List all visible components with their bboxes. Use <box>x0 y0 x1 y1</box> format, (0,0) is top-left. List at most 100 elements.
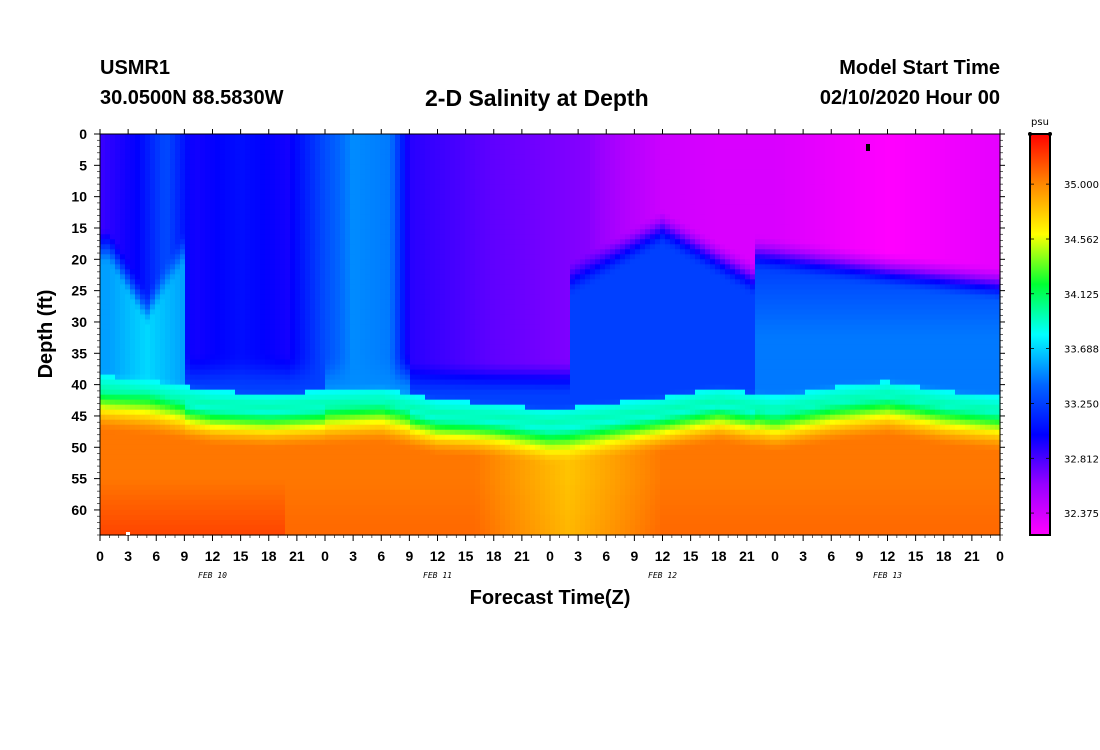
heatmap-cell <box>135 264 141 270</box>
heatmap-cell <box>390 469 396 476</box>
heatmap-cell <box>210 459 216 466</box>
heatmap-cell <box>265 369 271 376</box>
heatmap-cell <box>345 449 351 456</box>
heatmap-cell <box>115 369 121 376</box>
heatmap-cell <box>245 209 251 215</box>
heatmap-cell <box>110 179 116 185</box>
heatmap-cell <box>280 159 286 165</box>
heatmap-cell <box>130 154 136 160</box>
heatmap-cell <box>195 204 201 210</box>
heatmap-cell <box>390 464 396 471</box>
heatmap-cell <box>360 289 366 295</box>
heatmap-cell <box>230 389 236 396</box>
heatmap-cell <box>130 289 136 295</box>
heatmap-cell <box>110 474 116 481</box>
heatmap-cell <box>200 434 206 441</box>
heatmap-cell <box>265 424 271 431</box>
heatmap-cell <box>260 359 266 366</box>
heatmap-cell <box>205 514 211 521</box>
heatmap-cell <box>245 169 251 175</box>
heatmap-cell <box>225 459 231 466</box>
heatmap-cell <box>305 139 311 145</box>
heatmap-cell <box>155 514 161 521</box>
heatmap-cell <box>250 209 256 215</box>
heatmap-cell <box>330 399 336 406</box>
heatmap-cell <box>270 199 276 205</box>
heatmap-cell <box>370 234 376 240</box>
heatmap-cell <box>115 219 121 225</box>
heatmap-cell <box>285 504 291 511</box>
heatmap-cell <box>255 319 261 326</box>
heatmap-cell <box>210 269 216 275</box>
heatmap-cell <box>145 219 151 225</box>
heatmap-cell <box>255 519 261 526</box>
heatmap-cell <box>285 249 291 255</box>
heatmap-cell <box>145 509 151 516</box>
heatmap-cell <box>300 464 306 471</box>
heatmap-cell <box>345 154 351 160</box>
heatmap-cell <box>385 144 391 150</box>
heatmap-cell <box>185 184 191 190</box>
heatmap-cell <box>290 219 296 225</box>
heatmap-cell <box>315 154 321 160</box>
heatmap-cell <box>380 309 386 316</box>
heatmap-cell <box>220 449 226 456</box>
heatmap-cell <box>345 399 351 406</box>
heatmap-cell <box>145 379 151 386</box>
heatmap-cell <box>390 429 396 436</box>
heatmap-cell <box>280 374 286 381</box>
heatmap-cell <box>320 464 326 471</box>
heatmap-cell <box>315 489 321 496</box>
heatmap-cell <box>205 194 211 200</box>
heatmap-cell <box>125 524 131 531</box>
heatmap-cell <box>290 499 296 506</box>
heatmap-cell <box>325 324 331 331</box>
heatmap-cell <box>250 319 256 326</box>
heatmap-cell <box>320 474 326 481</box>
heatmap-cell <box>235 504 241 511</box>
heatmap-cell <box>270 364 276 371</box>
heatmap-cell <box>195 414 201 421</box>
heatmap-cell <box>160 309 166 316</box>
heatmap-cell <box>365 214 371 220</box>
heatmap-cell <box>290 234 296 240</box>
heatmap-cell <box>210 484 216 491</box>
heatmap-cell <box>150 184 156 190</box>
heatmap-cell <box>365 224 371 230</box>
heatmap-cell <box>285 459 291 466</box>
heatmap-cell <box>355 304 361 311</box>
heatmap-cell <box>100 144 106 150</box>
heatmap-cell <box>390 144 396 150</box>
heatmap-cell <box>285 519 291 526</box>
heatmap-cell <box>315 174 321 180</box>
heatmap-cell <box>340 274 346 280</box>
heatmap-cell <box>165 504 171 511</box>
heatmap-cell <box>355 224 361 230</box>
heatmap-cell <box>220 174 226 180</box>
heatmap-cell <box>150 484 156 491</box>
heatmap-cell <box>355 134 361 140</box>
heatmap-cell <box>375 259 381 265</box>
heatmap-cell <box>335 364 341 371</box>
heatmap-cell <box>180 344 186 351</box>
heatmap-cell <box>105 184 111 190</box>
heatmap-cell <box>225 134 231 140</box>
heatmap-cell <box>300 359 306 366</box>
heatmap-cell <box>405 339 411 346</box>
heatmap-cell <box>135 299 141 306</box>
heatmap-cell <box>120 339 126 346</box>
heatmap-cell <box>110 274 116 280</box>
heatmap-cell <box>235 469 241 476</box>
heatmap-cell <box>240 454 246 461</box>
heatmap-cell <box>180 404 186 411</box>
heatmap-cell <box>400 469 406 476</box>
heatmap-cell <box>315 209 321 215</box>
heatmap-cell <box>185 519 191 526</box>
heatmap-cell <box>110 509 116 516</box>
heatmap-cell <box>355 469 361 476</box>
heatmap-cell <box>260 479 266 486</box>
heatmap-cell <box>175 519 181 526</box>
heatmap-cell <box>135 364 141 371</box>
heatmap-cell <box>280 349 286 356</box>
heatmap-cell <box>305 144 311 150</box>
